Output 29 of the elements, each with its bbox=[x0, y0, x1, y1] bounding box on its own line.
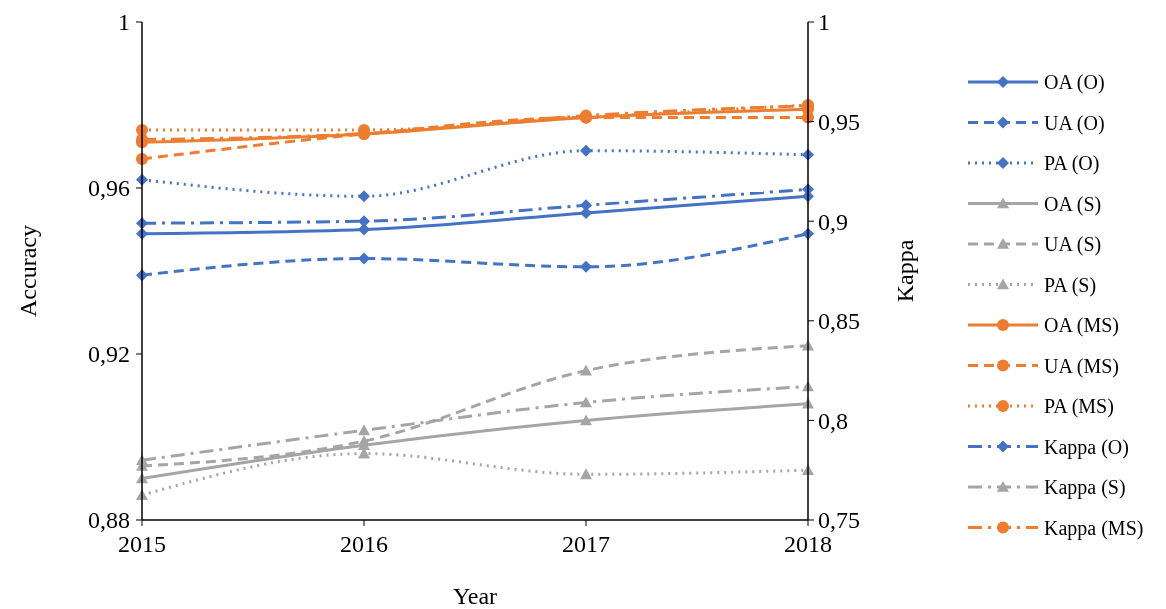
x-tick-label: 2016 bbox=[340, 531, 388, 557]
y2-tick-label: 0,85 bbox=[818, 308, 860, 335]
x-tick-label: 2015 bbox=[118, 531, 166, 557]
legend-label: PA (MS) bbox=[1044, 395, 1114, 418]
legend-label: Kappa (MS) bbox=[1044, 516, 1144, 540]
y-tick-label: 0,92 bbox=[88, 341, 130, 368]
y-axis-title: Accuracy bbox=[15, 225, 41, 317]
x-axis-title: Year bbox=[452, 583, 498, 609]
legend-label: PA (S) bbox=[1044, 273, 1097, 297]
y2-tick-label: 1 bbox=[818, 9, 830, 36]
y2-tick-label: 0,75 bbox=[818, 507, 860, 534]
x-tick-label: 2017 bbox=[562, 531, 610, 557]
legend-label: OA (MS) bbox=[1044, 314, 1120, 337]
legend-label: OA (S) bbox=[1044, 192, 1102, 216]
y2-tick-label: 0,8 bbox=[818, 407, 848, 434]
y-tick-label: 0,88 bbox=[88, 507, 130, 534]
y2-tick-label: 0,9 bbox=[818, 208, 848, 235]
y-tick-label: 1 bbox=[118, 9, 130, 36]
legend-label: UA (S) bbox=[1044, 233, 1102, 256]
legend-label: Kappa (S) bbox=[1044, 476, 1126, 499]
y2-tick-label: 0,95 bbox=[818, 109, 860, 135]
legend-label: Kappa (O) bbox=[1044, 435, 1129, 459]
legend-label: UA (O) bbox=[1044, 111, 1105, 135]
legend-label: OA (O) bbox=[1044, 71, 1105, 94]
legend-label: UA (MS) bbox=[1044, 354, 1120, 378]
y2-axis-title: Kappa bbox=[892, 239, 918, 303]
y-tick-label: 0,96 bbox=[88, 175, 130, 202]
x-tick-label: 2018 bbox=[784, 531, 832, 557]
legend-label: PA (O) bbox=[1044, 152, 1100, 175]
